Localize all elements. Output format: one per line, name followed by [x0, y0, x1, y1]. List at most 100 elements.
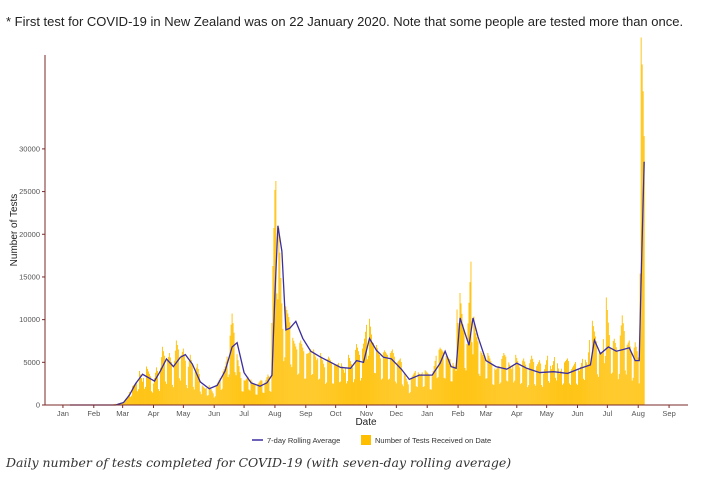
- daily-tests-bar: [491, 363, 493, 405]
- daily-tests-bar: [281, 303, 283, 405]
- daily-tests-bar: [391, 349, 393, 405]
- daily-tests-bar: [184, 360, 186, 405]
- daily-tests-bar: [518, 364, 520, 405]
- daily-tests-bar: [523, 358, 525, 405]
- daily-tests-bar: [475, 333, 477, 405]
- x-tick-label: Apr: [511, 409, 523, 418]
- daily-tests-bar: [575, 361, 576, 405]
- daily-tests-bar: [325, 383, 327, 405]
- daily-tests-bar: [367, 359, 368, 405]
- daily-tests-bar: [420, 373, 422, 405]
- daily-tests-bar: [421, 372, 423, 405]
- daily-tests-bar: [559, 373, 560, 405]
- daily-tests-bar: [236, 354, 238, 405]
- daily-tests-bar: [447, 358, 449, 405]
- daily-tests-bar: [503, 353, 505, 405]
- daily-tests-bar: [405, 378, 407, 405]
- daily-tests-bar: [403, 372, 405, 405]
- daily-tests-bar: [379, 358, 381, 405]
- daily-tests-bar: [624, 370, 626, 405]
- x-tick-label: Jan: [421, 409, 433, 418]
- tests-chart: 0 5000 10000 15000 20000 25000 30000 Jan Feb Mar…: [9, 37, 688, 445]
- daily-tests-bar: [426, 372, 428, 405]
- daily-tests-bar: [219, 378, 221, 405]
- daily-tests-bar: [635, 346, 637, 405]
- daily-tests-bar: [122, 402, 124, 405]
- x-tick-label: May: [176, 409, 190, 418]
- daily-tests-bar: [616, 351, 618, 405]
- bars-layer: [94, 37, 645, 406]
- daily-tests-bar: [197, 368, 199, 405]
- daily-tests-bar: [502, 355, 504, 405]
- daily-tests-bar: [287, 313, 289, 405]
- daily-tests-bar: [179, 380, 181, 405]
- daily-tests-bar: [143, 377, 144, 405]
- daily-tests-bar: [175, 340, 177, 405]
- daily-tests-bar: [505, 356, 507, 405]
- daily-tests-bar: [343, 369, 345, 405]
- daily-tests-bar: [548, 380, 550, 405]
- daily-tests-bar: [384, 351, 386, 405]
- daily-tests-bar: [452, 362, 454, 405]
- daily-tests-bar: [398, 359, 400, 405]
- daily-tests-bar: [319, 378, 321, 405]
- y-ticks: 0 5000 10000 15000 20000 25000 30000: [19, 144, 45, 410]
- daily-tests-bar: [406, 381, 408, 405]
- daily-tests-bar: [346, 383, 347, 405]
- daily-tests-bar: [160, 357, 162, 405]
- daily-tests-bar: [524, 361, 526, 405]
- daily-tests-bar: [256, 394, 258, 405]
- daily-tests-bar: [439, 347, 441, 405]
- daily-tests-bar: [450, 381, 452, 405]
- daily-tests-bar: [599, 352, 601, 405]
- daily-tests-bar: [295, 346, 297, 405]
- daily-tests-bar: [596, 374, 598, 405]
- daily-tests-bar: [221, 388, 223, 405]
- daily-tests-bar: [130, 396, 132, 405]
- daily-tests-bar: [458, 334, 460, 405]
- daily-tests-bar: [209, 387, 211, 405]
- daily-tests-bar: [304, 378, 306, 405]
- daily-tests-bar: [636, 351, 638, 405]
- daily-tests-bar: [132, 386, 134, 405]
- daily-tests-bar: [187, 366, 189, 405]
- daily-tests-bar: [180, 355, 182, 405]
- daily-tests-bar: [412, 374, 414, 405]
- daily-tests-bar: [327, 359, 329, 405]
- daily-tests-bar: [360, 380, 361, 405]
- daily-tests-bar: [157, 389, 159, 405]
- daily-tests-bar: [370, 334, 372, 405]
- daily-tests-bar: [579, 366, 581, 405]
- daily-tests-bar: [125, 399, 127, 405]
- daily-tests-bar: [249, 390, 251, 405]
- daily-tests-bar: [318, 379, 320, 405]
- daily-tests-bar: [582, 378, 584, 405]
- daily-tests-bar: [468, 302, 470, 405]
- daily-tests-bar: [602, 339, 604, 405]
- daily-tests-bar: [214, 396, 216, 405]
- daily-tests-bar: [419, 375, 421, 405]
- daily-tests-bar: [520, 384, 522, 405]
- daily-tests-bar: [556, 380, 557, 405]
- daily-tests-bar: [361, 378, 362, 405]
- daily-tests-bar: [165, 383, 167, 405]
- daily-tests-bar: [594, 336, 596, 405]
- daily-tests-bar: [206, 395, 208, 405]
- daily-tests-bar: [315, 356, 317, 405]
- x-ticks: Jan Feb Mar Apr May Jun Jul Aug Sep Oct Nov Dec Jan F…: [57, 405, 676, 418]
- daily-tests-bar: [608, 335, 610, 405]
- daily-tests-bar: [389, 353, 391, 405]
- daily-tests-bar: [137, 391, 138, 405]
- daily-tests-bar: [400, 361, 402, 405]
- daily-tests-bar: [600, 352, 602, 405]
- daily-tests-bar: [438, 349, 440, 405]
- daily-tests-bar: [322, 360, 324, 405]
- daily-tests-bar: [344, 372, 346, 405]
- daily-tests-bar: [305, 378, 307, 405]
- daily-tests-bar: [292, 337, 294, 405]
- daily-tests-bar: [311, 374, 313, 405]
- daily-tests-bar: [161, 346, 163, 405]
- daily-tests-bar: [467, 323, 469, 405]
- daily-tests-bar: [306, 353, 308, 405]
- daily-tests-bar: [386, 355, 388, 405]
